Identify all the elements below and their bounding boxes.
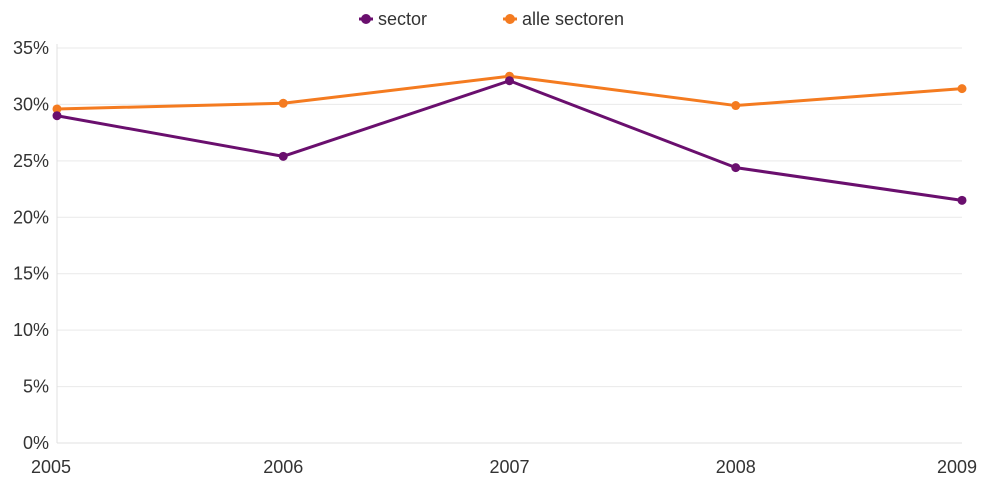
series-sector [52,76,967,205]
legend-dot-marker [505,14,515,24]
y-tick-label: 25% [13,151,49,171]
data-point [52,104,62,114]
data-point [52,111,62,121]
data-point [731,101,741,111]
y-tick-label: 35% [13,38,49,58]
y-tick-label: 0% [23,433,49,453]
legend-label: sector [378,9,427,29]
x-axis: 2005 2006 2007 2008 2009 [31,442,977,477]
data-point [957,84,967,94]
y-axis: 0% 5% 10% 15% 20% 25% 30% 35% [13,38,58,453]
legend-item: alle sectoren [503,9,624,29]
data-point [278,151,288,161]
data-point [278,98,288,108]
series-alle-sectoren [52,71,967,114]
data-point [957,195,967,205]
legend-label: alle sectoren [522,9,624,29]
legend: sector alle sectoren [359,9,624,29]
series-layer [52,71,967,205]
data-point [731,163,741,173]
y-tick-label: 5% [23,377,49,397]
y-tick-label: 10% [13,320,49,340]
legend-item: sector [359,9,427,29]
y-tick-label: 20% [13,207,49,227]
x-tick-label: 2008 [716,457,756,477]
y-tick-label: 30% [13,94,49,114]
x-tick-label: 2009 [937,457,977,477]
x-tick-label: 2007 [489,457,529,477]
x-tick-label: 2005 [31,457,71,477]
data-point [505,76,514,86]
x-tick-label: 2006 [263,457,303,477]
legend-dot-marker [361,14,371,24]
y-tick-label: 15% [13,264,49,284]
